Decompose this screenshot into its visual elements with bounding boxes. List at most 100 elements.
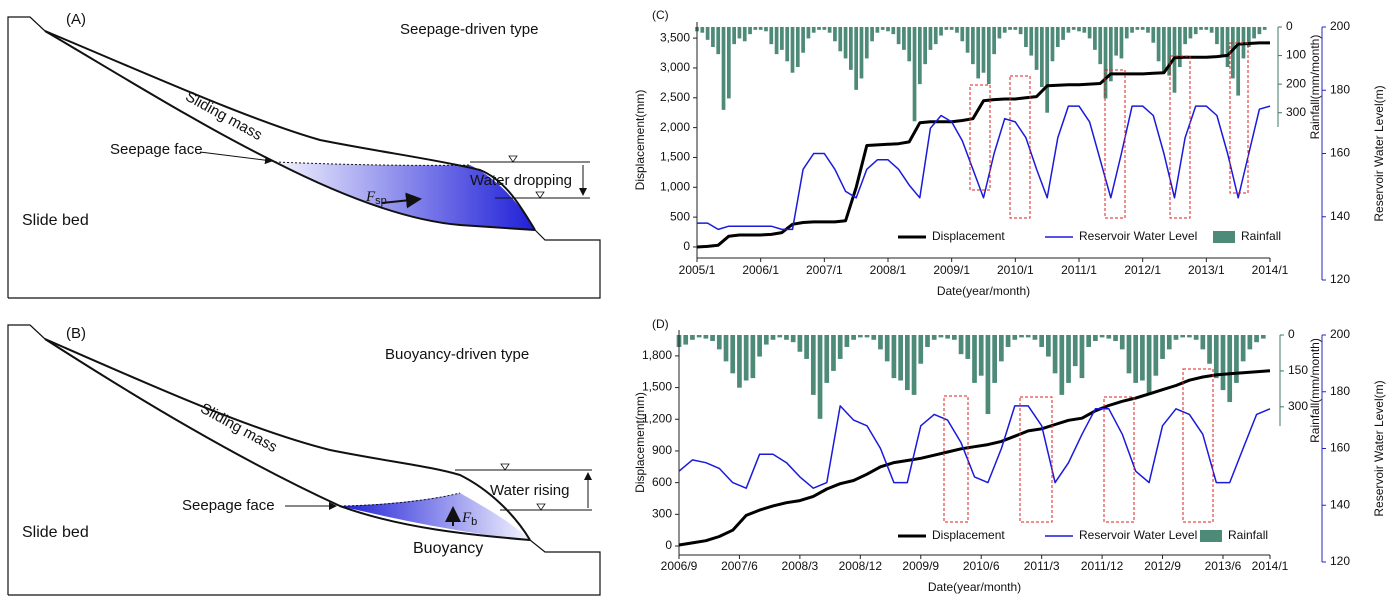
rainfall-bar [875, 27, 880, 33]
rainfall-bar [981, 27, 986, 73]
water-marks [508, 155, 545, 199]
rainfall-bar [1257, 27, 1262, 35]
x-tick-label: 2012/1 [1124, 263, 1161, 277]
y-tick-label: 500 [670, 209, 690, 223]
rainfall-bar [1103, 27, 1108, 99]
rainfall-bar [1193, 335, 1199, 340]
rainfall-bar [1130, 27, 1134, 33]
x-tick-label: 2009/9 [902, 559, 939, 573]
rainfall-bar [810, 335, 816, 395]
rainfall-bar [726, 27, 731, 99]
rainfall-bar [723, 335, 729, 362]
y-tick-label: 2,500 [660, 90, 690, 104]
y-tick-label: 300 [652, 507, 672, 521]
rainfall-bar [965, 335, 971, 359]
highlight-box [1169, 55, 1191, 219]
rainfall-bar [1039, 335, 1045, 347]
frame [7, 324, 601, 596]
force-subscript: b [471, 516, 477, 528]
rainfall-bar [1262, 27, 1267, 30]
rainfall-bar [1071, 27, 1076, 30]
highlight-box [1009, 75, 1031, 219]
x-tick-label: 2007/1 [806, 263, 843, 277]
rainfall-bar [917, 27, 922, 85]
y3-tick-label: 300 [1288, 399, 1308, 413]
rainfall-bar [939, 27, 943, 36]
displacement-line [678, 369, 1271, 547]
slip-surface [44, 338, 531, 541]
rainfall-bar [958, 335, 964, 355]
frame [7, 16, 601, 299]
legend-label: Rainfall [1241, 229, 1281, 243]
legend-label: Displacement [932, 528, 1005, 542]
rainfall-bar [1052, 335, 1058, 374]
rainfall-bar [972, 335, 977, 383]
x-tick-label: 2011/12 [1081, 559, 1124, 573]
rainfall-bar [1177, 27, 1182, 67]
rainfall-bar [1087, 27, 1092, 39]
rainfall-bar [1032, 335, 1038, 340]
rainfall-bar [864, 27, 869, 59]
rainfall-bar [1135, 27, 1140, 30]
x-tick-label: 2008/1 [870, 263, 907, 277]
rainfall-bar [1066, 335, 1071, 383]
rainfall-bar [804, 335, 809, 359]
rainfall-bar [716, 335, 722, 350]
rainfall-bar [1160, 335, 1165, 359]
rainfall-bar [1220, 335, 1226, 391]
x-tick-label: 2007/6 [721, 559, 758, 573]
water-marks [500, 463, 546, 511]
rainfall-bar [797, 335, 803, 352]
rainfall-bar [944, 27, 949, 30]
rainfall-bar [898, 335, 903, 381]
x-tick-label: 2011/3 [1024, 559, 1060, 573]
y-axis-title: Displacement(mm) [633, 90, 647, 191]
rainfall-bar [965, 27, 970, 53]
y3-tick-label: 150 [1288, 363, 1308, 377]
rainfall-bar [976, 27, 981, 79]
x-axis-title: Date(year/month) [928, 580, 1021, 594]
rainfall-bar [1260, 335, 1266, 339]
rainfall-bar [992, 27, 996, 55]
rainfall-bar [696, 335, 702, 338]
rainfall-bar [1034, 27, 1039, 70]
rainfall-bar [1236, 27, 1241, 96]
rainfall-bar [1204, 27, 1209, 30]
y2-tick-label: 120 [1330, 554, 1350, 568]
rainfall-bar [817, 27, 821, 30]
highlight-boxes [943, 42, 1249, 523]
y-tick-label: 1,500 [642, 380, 672, 394]
rainfall-bar [690, 335, 695, 340]
seepage-label: Seepage face [182, 497, 275, 514]
rainfall-bar [711, 27, 715, 47]
x-tick-label: 2013/1 [1188, 263, 1225, 277]
rainfall-bar [1045, 27, 1050, 113]
rainfall-bar [1029, 27, 1034, 56]
y2-tick-label: 140 [1330, 497, 1350, 511]
rainfall-bar [753, 27, 758, 30]
x-tick-label: 2014/1 [1252, 263, 1289, 277]
rainfall-bar [1098, 27, 1103, 65]
y2-tick-label: 160 [1330, 146, 1350, 160]
rainfall-bar [716, 27, 721, 55]
rainfall-bar [1126, 335, 1132, 374]
rainfall-bar [923, 27, 927, 65]
y2-tick-label: 160 [1330, 441, 1350, 455]
legend-label: Reservoir Water Level [1079, 528, 1197, 542]
x-tick-label: 2006/1 [742, 263, 779, 277]
rainfall-bar [827, 27, 832, 33]
rainfall-bar [1019, 335, 1024, 338]
rainfall-bar [785, 27, 790, 62]
rainfall-bar [851, 335, 856, 340]
force-symbol: F [365, 189, 376, 205]
reservoir-line [697, 105, 1271, 231]
legend-label: Rainfall [1228, 528, 1268, 542]
displacement-line [696, 41, 1270, 249]
rainfall-bar [896, 27, 901, 45]
rainfall-bar [1124, 27, 1129, 39]
water-lines [470, 161, 590, 199]
rainfall-bar [1099, 335, 1105, 338]
rainfall-bar [1151, 27, 1156, 43]
rainfall-bar [1002, 27, 1007, 33]
rainfall-bar [1012, 335, 1018, 340]
